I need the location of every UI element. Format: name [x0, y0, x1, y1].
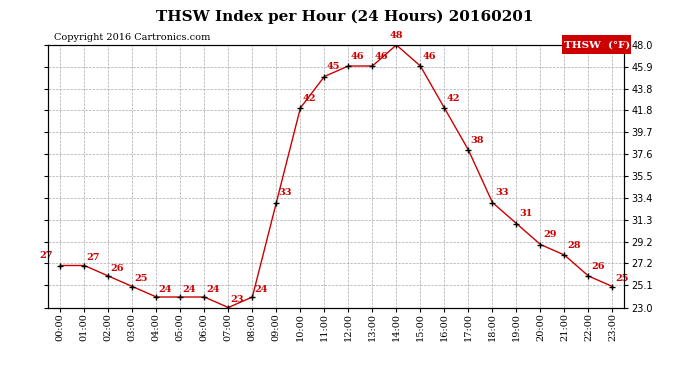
Text: 45: 45: [327, 62, 340, 71]
Text: 31: 31: [519, 209, 532, 218]
Text: 38: 38: [471, 136, 484, 145]
Text: 42: 42: [447, 94, 460, 103]
Text: THSW  (°F): THSW (°F): [564, 40, 630, 49]
Text: 25: 25: [615, 274, 629, 284]
Text: 46: 46: [351, 52, 364, 61]
Text: 29: 29: [543, 230, 556, 239]
Text: Copyright 2016 Cartronics.com: Copyright 2016 Cartronics.com: [54, 33, 210, 42]
Text: 27: 27: [39, 251, 53, 260]
Text: 48: 48: [390, 31, 403, 40]
Text: 28: 28: [567, 241, 580, 250]
Text: 24: 24: [255, 285, 268, 294]
Text: 46: 46: [375, 52, 388, 61]
Text: 24: 24: [207, 285, 220, 294]
Text: 46: 46: [423, 52, 436, 61]
Text: 26: 26: [110, 264, 124, 273]
Text: 42: 42: [303, 94, 316, 103]
Text: 27: 27: [87, 254, 100, 262]
Text: 23: 23: [230, 296, 244, 304]
Text: 33: 33: [279, 188, 293, 197]
Text: 33: 33: [495, 188, 509, 197]
Text: THSW Index per Hour (24 Hours) 20160201: THSW Index per Hour (24 Hours) 20160201: [156, 9, 534, 24]
Text: 24: 24: [183, 285, 196, 294]
Text: 24: 24: [159, 285, 172, 294]
Text: 25: 25: [135, 274, 148, 284]
Text: 26: 26: [591, 262, 604, 271]
